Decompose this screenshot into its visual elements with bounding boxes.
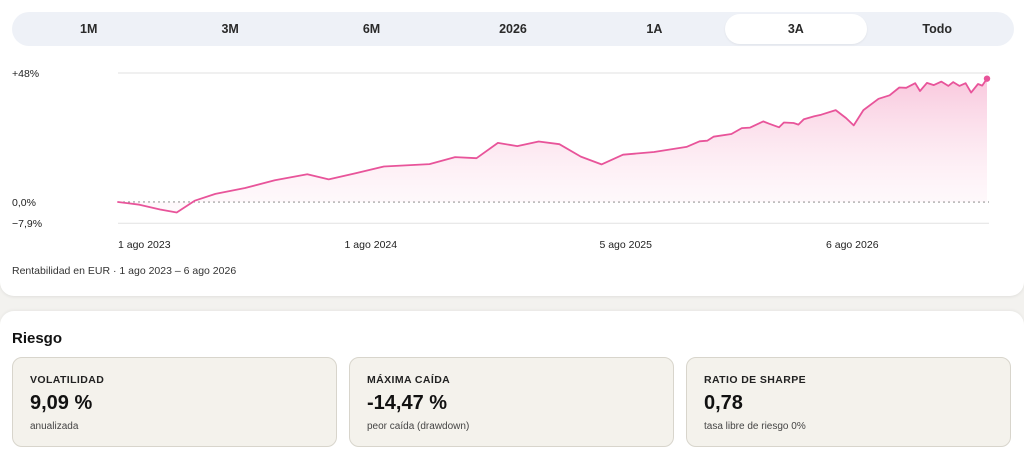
volatility-label: VOLATILIDAD bbox=[30, 374, 105, 386]
max-drawdown-label: MÁXIMA CAÍDA bbox=[367, 374, 451, 386]
sharpe-ratio-sub: tasa libre de riesgo 0% bbox=[704, 421, 806, 432]
tab-1a[interactable]: 1A bbox=[646, 22, 663, 36]
x-tick-label: 6 ago 2026 bbox=[826, 239, 879, 251]
series-line bbox=[117, 77, 988, 214]
tab-3a[interactable]: 3A bbox=[725, 14, 867, 44]
y-tick-label: +48% bbox=[12, 68, 39, 80]
risk-section: Riesgo VOLATILIDAD 9,09 % anualizada MÁX… bbox=[0, 311, 1024, 457]
max-drawdown-sub: peor caída (drawdown) bbox=[367, 421, 470, 432]
volatility-card: VOLATILIDAD 9,09 % anualizada bbox=[12, 357, 337, 447]
performance-chart: +48% 0,0% −7,9% 1 ago 2023 1 ago 2024 5 ago 2… bbox=[12, 68, 991, 251]
chart-footnote: Rentabilidad en EUR · 1 ago 2023 – 6 ago… bbox=[12, 265, 237, 277]
risk-title: Riesgo bbox=[12, 330, 63, 347]
series-area bbox=[118, 78, 987, 213]
y-tick-label: 0,0% bbox=[12, 197, 36, 209]
tab-1m[interactable]: 1M bbox=[80, 22, 98, 36]
sharpe-ratio-value: 0,78 bbox=[704, 392, 743, 414]
x-tick-label: 5 ago 2025 bbox=[599, 239, 652, 251]
x-tick-label: 1 ago 2023 bbox=[118, 239, 171, 251]
volatility-sub: anualizada bbox=[30, 421, 79, 432]
performance-chart-card: 1M 3M 6M 2026 1A 3A Todo +48% 0,0% −7,9% 1 … bbox=[0, 0, 1024, 296]
sharpe-ratio-label: RATIO DE SHARPE bbox=[704, 374, 807, 386]
tab-3m[interactable]: 3M bbox=[221, 22, 239, 36]
tab-2026[interactable]: 2026 bbox=[499, 22, 527, 36]
tab-todo[interactable]: Todo bbox=[922, 22, 953, 36]
series-end-point bbox=[983, 75, 991, 82]
max-drawdown-card: MÁXIMA CAÍDA -14,47 % peor caída (drawdo… bbox=[349, 357, 674, 447]
y-tick-label: −7,9% bbox=[12, 218, 42, 230]
volatility-value: 9,09 % bbox=[30, 392, 93, 414]
tab-6m[interactable]: 6M bbox=[362, 22, 381, 36]
sharpe-ratio-card: RATIO DE SHARPE 0,78 tasa libre de riesg… bbox=[686, 357, 1011, 447]
period-tabs: 1M 3M 6M 2026 1A 3A Todo bbox=[12, 12, 1014, 46]
max-drawdown-value: -14,47 % bbox=[367, 392, 448, 414]
x-tick-label: 1 ago 2024 bbox=[345, 239, 398, 251]
